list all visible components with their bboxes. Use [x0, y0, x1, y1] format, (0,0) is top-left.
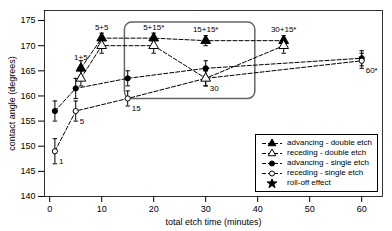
svg-text:30+15*: 30+15*: [271, 25, 297, 34]
svg-text:150: 150: [20, 141, 35, 151]
svg-text:5+5: 5+5: [95, 23, 109, 32]
svg-text:175: 175: [20, 15, 35, 25]
svg-text:140: 140: [20, 191, 35, 201]
html-text:advancing - single etch: advancing - single etch: [287, 158, 369, 167]
svg-text:1: 1: [59, 157, 64, 166]
html-text:receding - double etch: receding - double etch: [287, 148, 367, 157]
svg-text:1+5: 1+5: [74, 53, 88, 62]
svg-text:170: 170: [20, 41, 35, 51]
svg-text:30: 30: [201, 204, 211, 214]
svg-text:30: 30: [210, 84, 219, 93]
html-text:roll-off effect: roll-off effect: [287, 178, 331, 187]
svg-text:165: 165: [20, 66, 35, 76]
svg-text:5+15*: 5+15*: [143, 23, 164, 32]
svg-text:contact angle (degrees): contact angle (degrees): [7, 56, 17, 151]
svg-text:60*: 60*: [366, 66, 378, 75]
svg-text:0: 0: [47, 204, 52, 214]
svg-text:50: 50: [305, 204, 315, 214]
svg-text:10: 10: [97, 204, 107, 214]
svg-text:15+15*: 15+15*: [193, 25, 219, 34]
svg-text:40: 40: [253, 204, 263, 214]
svg-text:145: 145: [20, 166, 35, 176]
svg-text:15: 15: [132, 104, 141, 113]
svg-text:20: 20: [149, 204, 159, 214]
svg-text:160: 160: [20, 91, 35, 101]
svg-text:155: 155: [20, 116, 35, 126]
html-text:advancing - double etch: advancing - double etch: [287, 138, 372, 147]
svg-text:total etch time (minutes): total etch time (minutes): [165, 217, 261, 227]
svg-text:60: 60: [357, 204, 367, 214]
html-text:receding - single etch: receding - single etch: [287, 168, 364, 177]
svg-text:5: 5: [80, 117, 85, 126]
